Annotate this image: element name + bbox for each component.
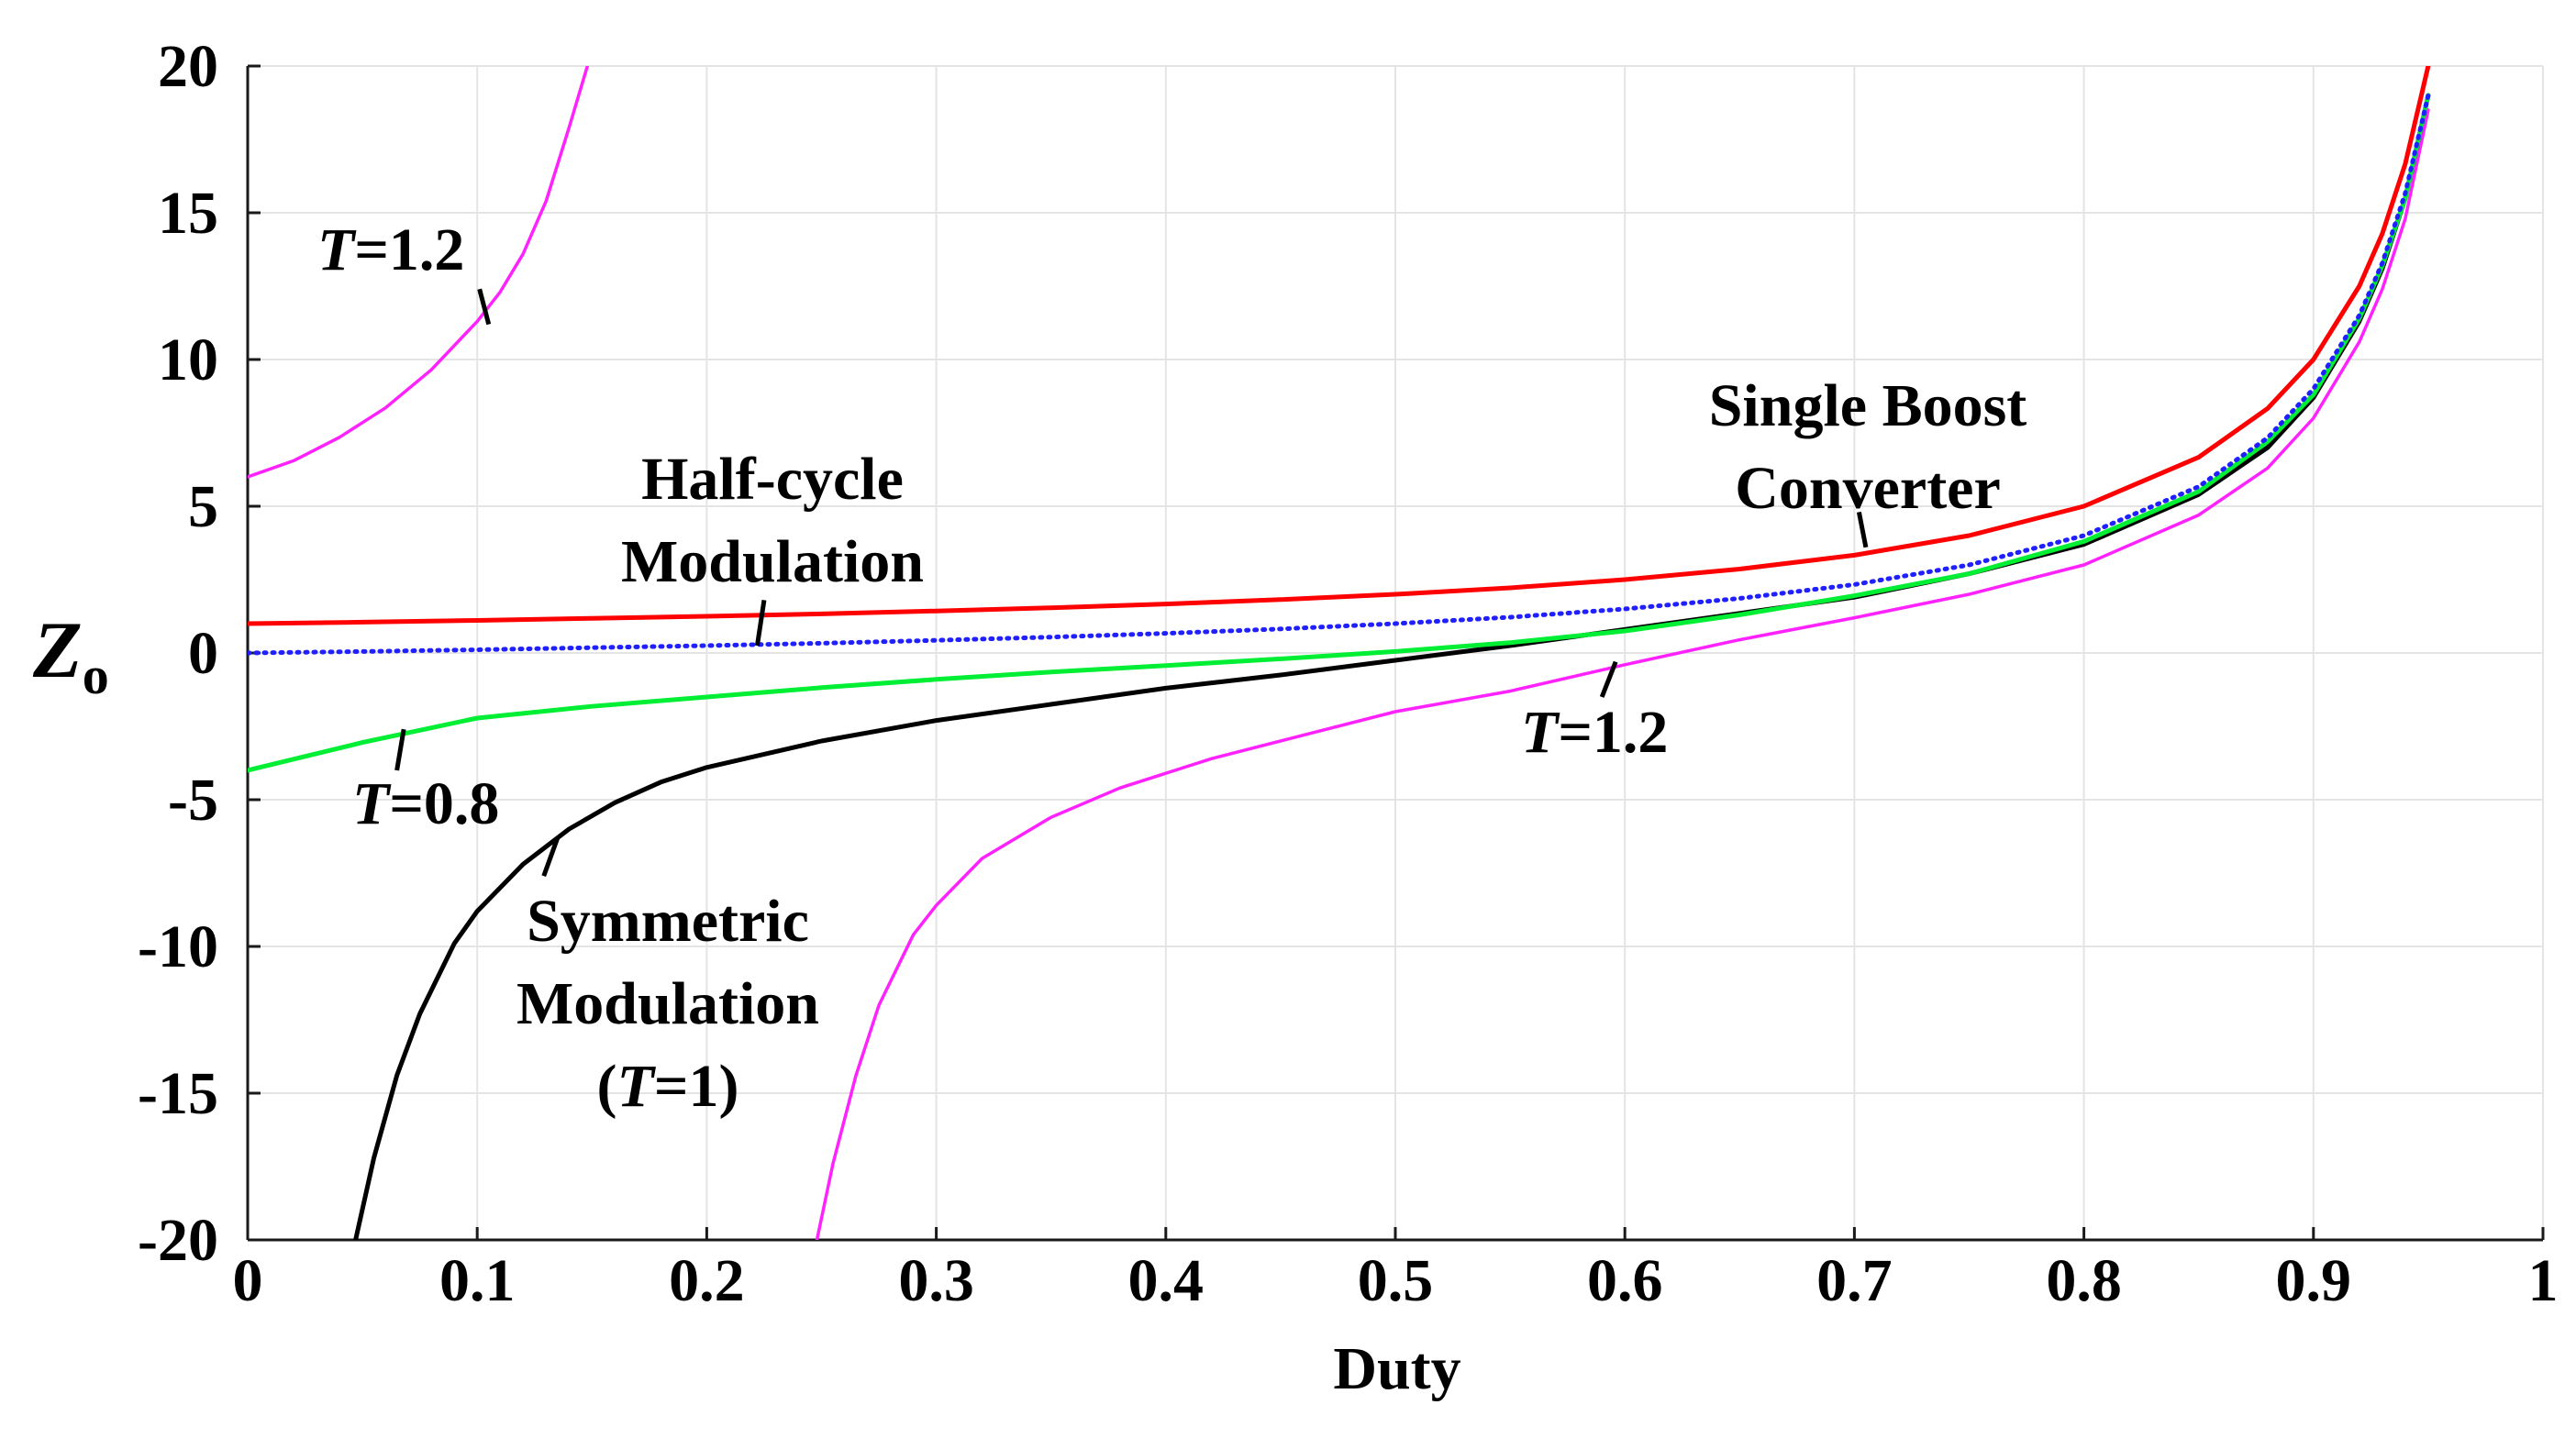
x-tick-label: 0.2 [669,1247,745,1314]
y-tick-label: 10 [158,326,218,393]
annotation-half-cycle-line1: Half-cycle [641,446,904,513]
y-axis-title-subscript: o [83,646,109,705]
series-layer [248,66,2431,1240]
annotation-t12-lower-value: =1.2 [1558,699,1668,766]
y-tick-label: 5 [188,473,218,540]
x-tick-label: 0.4 [1128,1247,1205,1314]
annotation-single-boost-line1: Single Boost [1709,372,2027,439]
x-tick-label: 0.3 [898,1247,974,1314]
annotation-symmetric-line1: Symmetric [527,888,809,955]
x-tick-labels: 0 0.1 0.2 0.3 0.4 0.5 0.6 0.7 0.8 0.9 1 [233,1247,2559,1314]
annotation-t08: T=0.8 [352,770,499,837]
annotation-leader [394,728,406,771]
annotation-leader [754,600,767,647]
y-tick-label: -15 [138,1060,218,1127]
y-tick-label: -10 [138,913,218,980]
y-tick-labels: 20 15 10 5 0 -5 -10 -15 -20 [138,33,218,1274]
y-axis-title: Zo [32,606,109,705]
series-line-t-0-8 [248,93,2431,773]
annotation-t08-symbol: T [352,770,392,837]
annotation-t12-upper-symbol: T [317,216,357,283]
annotation-t12-lower-symbol: T [1521,699,1560,766]
annotation-symmetric-line3-value: =1) [654,1053,739,1120]
annotation-t12-upper-value: =1.2 [354,216,464,283]
series-line-symmetric-modulation-t-1 [353,93,2431,1240]
x-tick-label: 0.1 [439,1247,516,1314]
annotation-leader [1856,511,1869,548]
x-tick-label: 0.5 [1358,1247,1434,1314]
y-tick-label: 0 [188,620,218,687]
x-tick-label: 0.6 [1587,1247,1663,1314]
series-line-t-1-2-lower-branch [815,108,2430,1240]
y-axis-title-main: Z [32,606,83,695]
x-tick-label: 0.7 [1816,1247,1893,1314]
annotation-symmetric-line2: Modulation [516,970,819,1037]
y-tick-label: 20 [158,33,218,100]
annotation-t12-lower: T=1.2 [1521,699,1668,766]
annotation-t12-upper: T=1.2 [317,216,464,283]
annotation-symmetric-line3: (T=1) [597,1053,739,1120]
x-tick-label: 0 [233,1247,263,1314]
annotation-leader [541,836,561,878]
annotation-half-cycle-line2: Modulation [621,528,924,595]
x-axis-title: Duty [1333,1335,1460,1402]
x-tick-label: 0.8 [2046,1247,2122,1314]
series-line-single-boost-converter [248,66,2431,626]
x-tick-label: 1 [2528,1247,2559,1314]
plot-frame [246,64,2545,1242]
annotation-single-boost-line2: Converter [1735,455,2001,522]
x-tick-label: 0.9 [2276,1247,2352,1314]
y-tick-label: 15 [158,180,218,247]
y-tick-label: -20 [138,1207,218,1274]
annotation-leader [477,288,492,326]
annotation-t08-value: =0.8 [389,770,499,837]
leader-lines [394,288,1869,878]
series-line-t-1-2-upper-branch [248,66,590,479]
annotation-leader [1599,660,1618,698]
annotation-symmetric-line3-open: ( [597,1053,617,1120]
annotation-symmetric-line3-symbol: T [617,1053,657,1120]
series-line-half-cycle-modulation [248,93,2431,656]
y-tick-label: -5 [168,767,218,834]
